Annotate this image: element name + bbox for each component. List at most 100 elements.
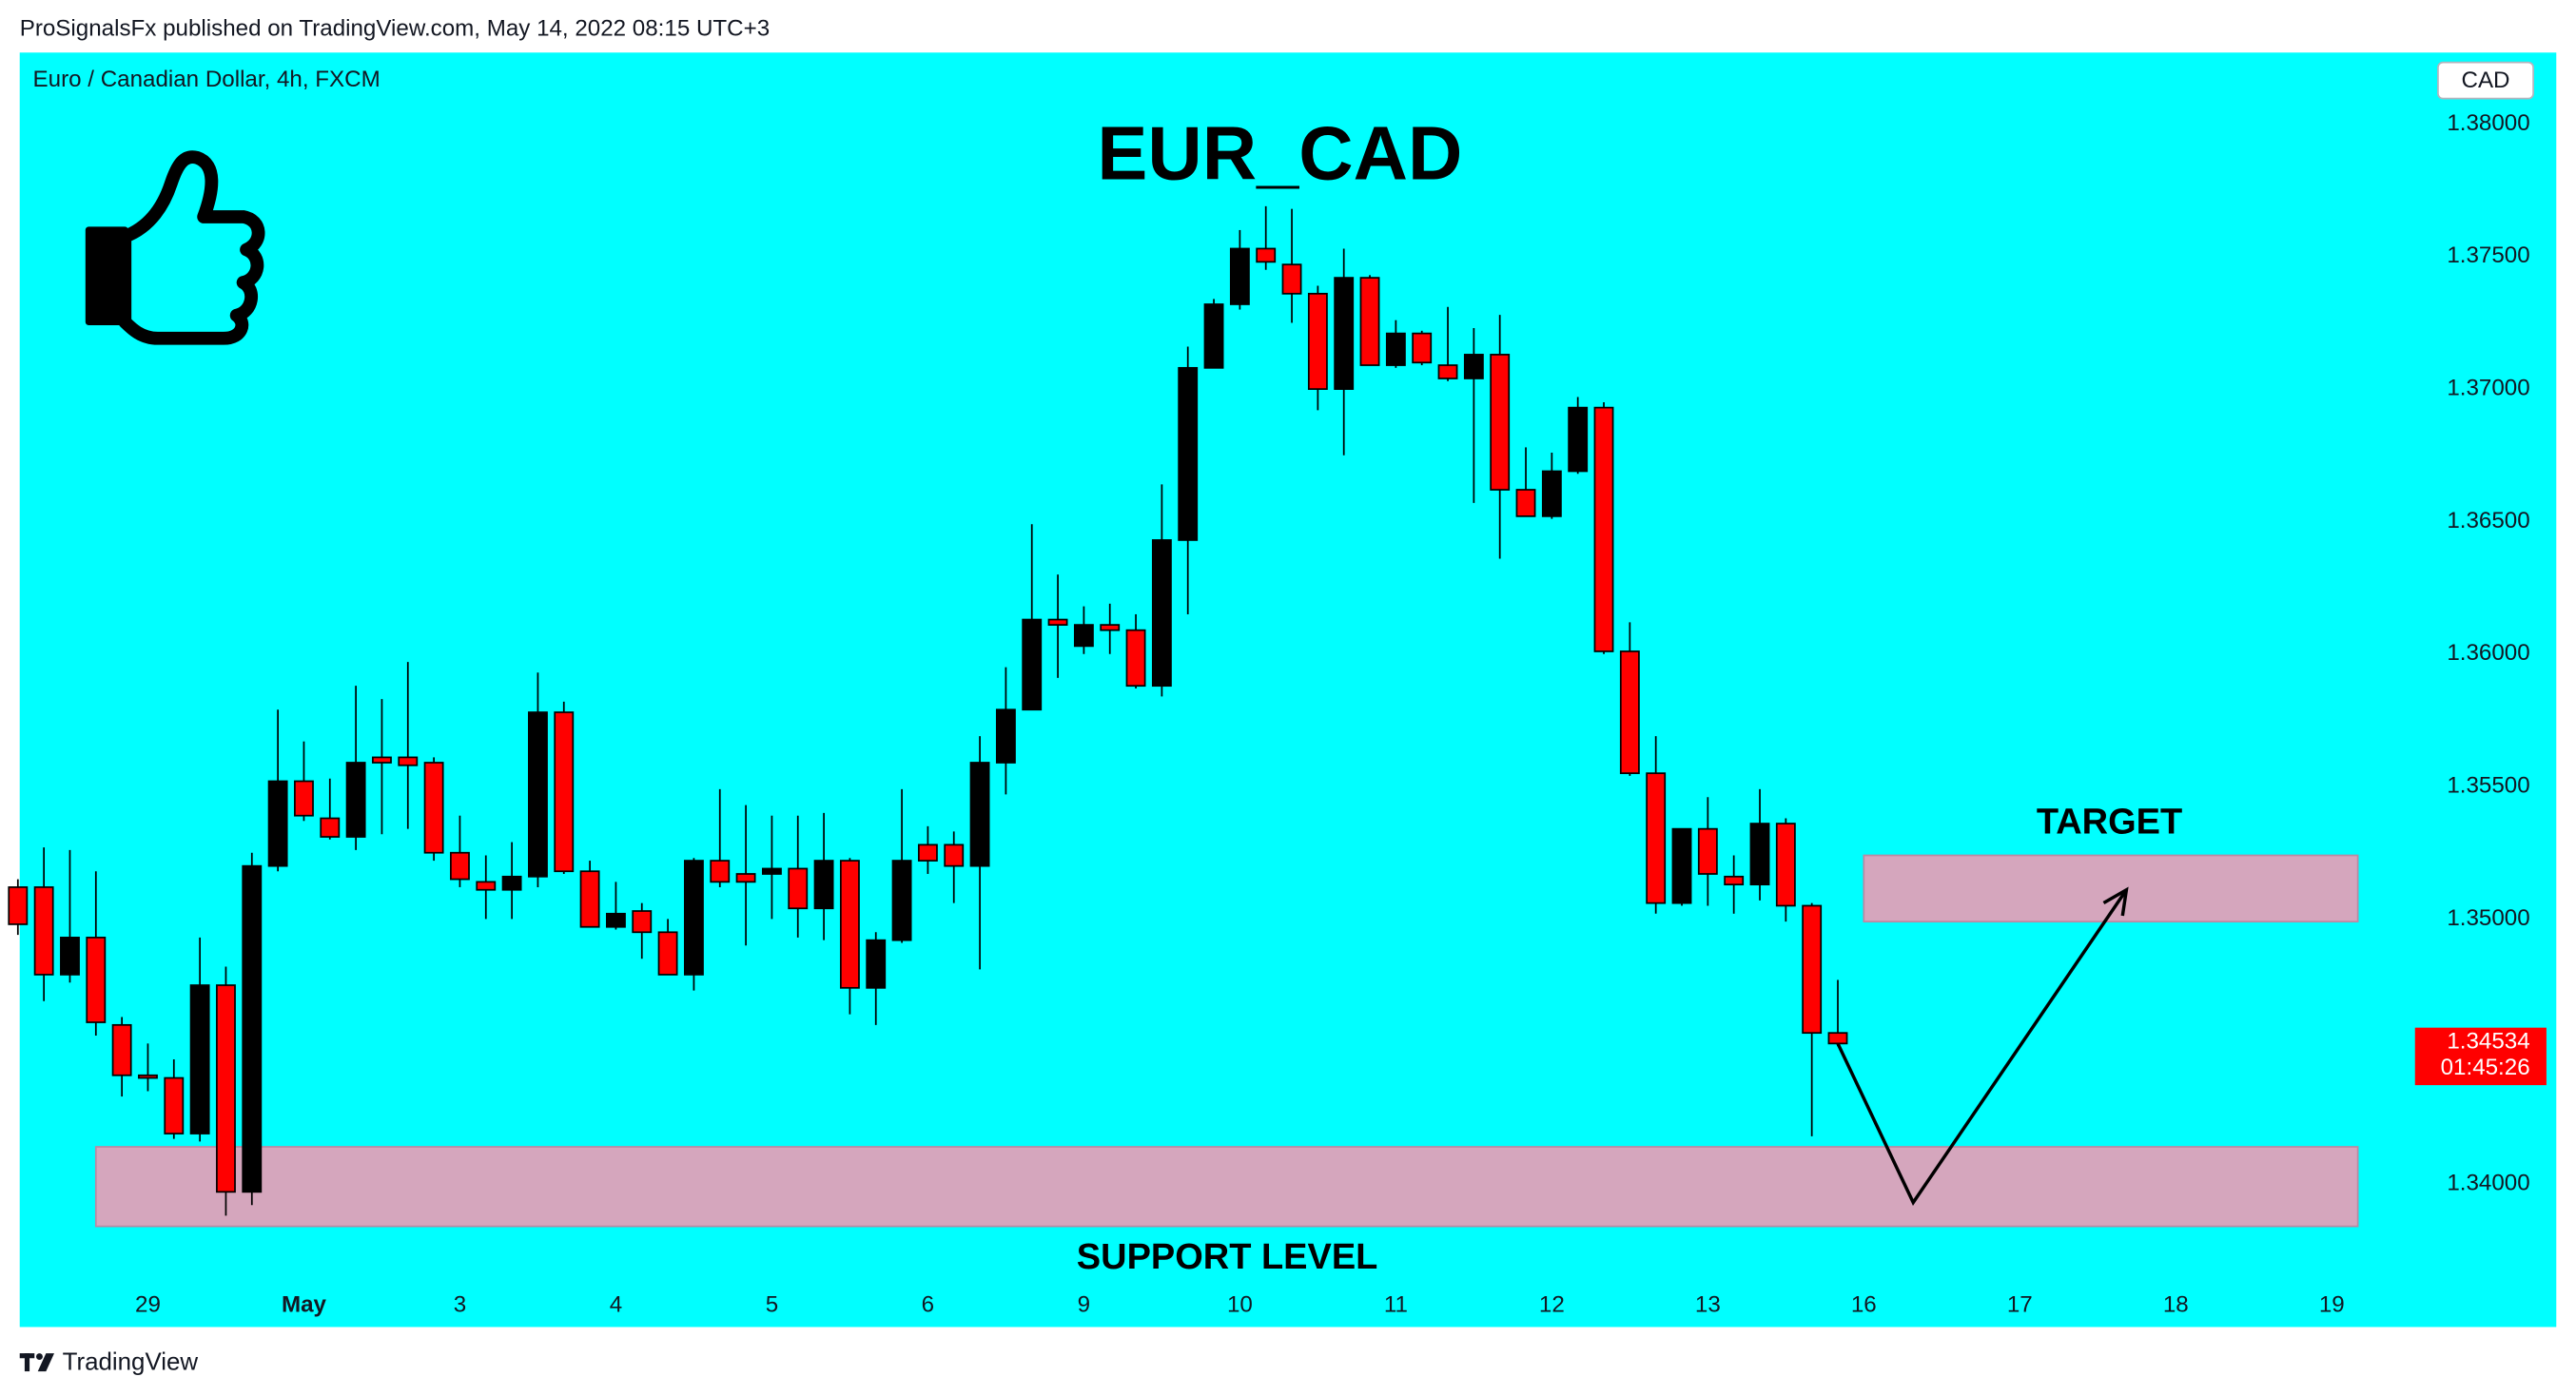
candle-body [657,931,678,976]
candle-body [1229,247,1250,305]
last-price-box [2414,1027,2547,1086]
symbol-label: Euro / Canadian Dollar, 4h, FXCM [33,67,381,92]
currency-label[interactable]: CAD [2462,68,2510,93]
chart-title: EUR_CAD [1097,111,1462,196]
x-tick-label: 12 [1539,1291,1565,1317]
candle-body [294,780,314,817]
candle-body [1125,629,1146,688]
candle-body [242,864,263,1193]
candle-body [735,873,756,883]
currency-box[interactable] [2437,61,2534,100]
candle-body [33,886,54,976]
x-tick-label: 11 [1384,1291,1408,1317]
candle-body [111,1023,132,1076]
candle-body [788,867,809,910]
candle-body [1022,618,1043,711]
candles [8,205,1848,1216]
candle-body [345,762,366,838]
x-tick-label: 13 [1695,1291,1721,1317]
candle-body [1359,277,1380,366]
candle-body [761,867,782,875]
candle-body [501,875,522,891]
candle-body [866,939,887,989]
x-tick-label: 10 [1227,1291,1253,1317]
candle-body [579,870,600,928]
candle-body [1515,489,1536,517]
candle-body [1593,406,1614,652]
candle-body [1619,650,1640,774]
tradingview-logo [19,1353,54,1372]
candle-body [1568,406,1589,473]
candle-body [1256,247,1277,263]
candle-body [1100,624,1121,631]
candle-body [1749,823,1770,886]
last-price-label: 1.34534 [2447,1029,2529,1055]
x-tick-label: 4 [610,1291,622,1317]
x-tick-label: 3 [454,1291,466,1317]
candle-body [1281,263,1302,295]
candle-body [1307,292,1328,390]
candle-body [1671,827,1692,904]
candle-body [528,711,548,878]
candle-body [710,860,731,883]
candle-body [917,843,938,862]
candle-body [189,984,210,1134]
publish-header: ProSignalsFx published on TradingView.co… [20,15,770,41]
candle-body [969,762,990,867]
candle-body [1437,364,1458,379]
arrow-head [2102,886,2129,917]
candle-body [1724,875,1745,886]
candle-body [8,886,29,925]
x-tick-label: 17 [2007,1291,2033,1317]
y-tick-label: 1.35000 [2447,905,2529,931]
y-tick-label: 1.36500 [2447,508,2529,533]
candle-body [398,756,419,766]
zone-label: SUPPORT LEVEL [1077,1237,1378,1277]
candle-body [1775,823,1796,907]
y-tick-label: 1.37500 [2447,242,2529,268]
candle-body [216,984,236,1193]
candle-body [683,860,704,976]
x-tick-label: 6 [922,1291,934,1317]
candle-body [372,756,392,764]
candle-body [839,860,860,989]
candle-body [554,711,575,873]
candle-body [1334,277,1355,390]
candle-body [995,708,1016,764]
x-tick-label: 16 [1851,1291,1877,1317]
candle-body [1178,366,1199,541]
candle-body [320,817,341,838]
y-tick-label: 1.36000 [2447,640,2529,666]
chart-background [19,52,2557,1328]
x-tick-label: May [282,1291,327,1317]
candle-body [138,1074,158,1079]
countdown-label: 01:45:26 [2441,1055,2530,1080]
candle-body [1490,354,1511,491]
y-tick-label: 1.37000 [2447,376,2529,401]
x-tick-label: 29 [135,1291,161,1317]
candle-body [1541,470,1562,517]
y-tick-label: 1.35500 [2447,772,2529,798]
candle-body [944,843,965,867]
annotations: SUPPORT LEVEL TARGET [1077,803,2182,1277]
candle-body [476,881,497,891]
candle-body [1697,827,1718,875]
zone-label: TARGET [2037,803,2182,843]
x-tick-label: 18 [2163,1291,2189,1317]
candle-body [1646,772,1667,904]
footer-brand: TradingView [63,1348,199,1375]
candle-body [1151,539,1172,688]
x-tick-label: 9 [1078,1291,1090,1317]
x-tick-label: 19 [2319,1291,2345,1317]
candle-body [450,851,470,881]
x-tick-label: 5 [766,1291,778,1317]
y-tick-label: 1.38000 [2447,110,2529,136]
zones [94,854,2359,1228]
candle-body [605,912,626,928]
candle-body [423,762,444,854]
candle-body [1203,303,1224,369]
candle-body [267,780,288,867]
candle-body [1463,354,1484,379]
